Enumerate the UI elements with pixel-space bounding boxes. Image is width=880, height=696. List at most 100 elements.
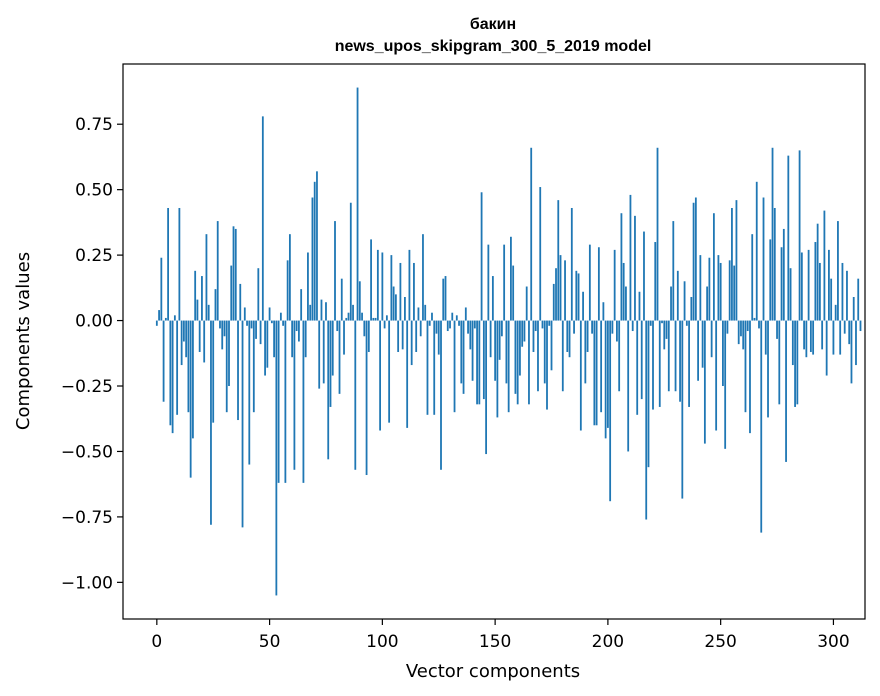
- bar-270: [764, 320, 767, 355]
- bar-152: [498, 320, 501, 360]
- bar-239: [694, 197, 697, 321]
- bar-25: [212, 320, 215, 423]
- bar-117: [419, 320, 422, 337]
- bar-294: [818, 262, 821, 321]
- bar-268: [760, 320, 763, 533]
- bar-190: [584, 320, 587, 384]
- bar-84: [345, 317, 348, 321]
- bar-209: [627, 320, 630, 452]
- bar-155: [505, 320, 508, 384]
- bar-169: [537, 320, 539, 392]
- bar-95: [370, 239, 372, 321]
- bar-233: [681, 320, 684, 499]
- bar-123: [433, 320, 436, 415]
- bar-38: [241, 320, 244, 528]
- bar-199: [604, 320, 607, 439]
- bar-172: [543, 320, 546, 384]
- bar-73: [320, 299, 323, 321]
- bar-260: [742, 320, 745, 350]
- bar-253: [726, 320, 729, 334]
- bar-122: [431, 312, 433, 321]
- x-axis-label: Vector components: [406, 661, 580, 682]
- bar-289: [807, 249, 810, 321]
- bar-240: [697, 320, 699, 381]
- bar-128: [444, 276, 447, 321]
- bar-141: [473, 320, 476, 329]
- bar-15: [189, 320, 192, 478]
- bar-12: [182, 320, 185, 342]
- bar-50: [268, 307, 271, 321]
- bar-232: [679, 320, 681, 402]
- bar-183: [568, 320, 571, 358]
- bar-181: [564, 260, 566, 321]
- y-tick-label: −1.00: [61, 573, 113, 593]
- y-tick-label: 0.00: [75, 312, 113, 332]
- bar-30: [223, 320, 226, 337]
- bar-11: [180, 320, 183, 366]
- bar-197: [600, 320, 603, 413]
- bar-103: [388, 320, 391, 423]
- bar-93: [365, 320, 368, 476]
- bar-78: [331, 320, 334, 376]
- bar-236: [688, 320, 690, 407]
- bar-178: [557, 200, 560, 321]
- bar-149: [491, 276, 494, 321]
- bar-215: [640, 320, 643, 400]
- bar-2: [160, 257, 163, 321]
- bar-136: [462, 320, 465, 394]
- bar-54: [277, 320, 280, 483]
- bar-245: [708, 257, 711, 321]
- bar-42: [250, 320, 253, 329]
- bar-140: [471, 320, 474, 381]
- bar-52: [273, 320, 275, 358]
- bar-227: [667, 320, 670, 392]
- bar-62: [295, 320, 298, 332]
- bar-261: [744, 320, 747, 413]
- bar-264: [751, 234, 754, 321]
- bar-258: [737, 320, 740, 345]
- bar-220: [652, 320, 654, 410]
- bar-267: [758, 320, 760, 329]
- bar-244: [706, 286, 709, 321]
- x-tick-label: 300: [817, 632, 849, 652]
- bar-74: [322, 320, 325, 384]
- bar-37: [239, 283, 242, 321]
- bar-104: [390, 255, 393, 321]
- bar-48: [264, 320, 266, 376]
- bar-185: [573, 320, 575, 334]
- bar-31: [225, 320, 228, 413]
- bar-114: [413, 262, 415, 321]
- bar-196: [597, 247, 600, 321]
- bar-82: [340, 278, 343, 321]
- bar-56: [282, 320, 285, 326]
- bar-0: [155, 320, 158, 326]
- bar-41: [248, 320, 251, 465]
- bar-32: [228, 320, 230, 387]
- bar-219: [649, 320, 652, 326]
- bar-137: [464, 307, 467, 321]
- x-tick-label: 150: [479, 632, 511, 652]
- bar-182: [566, 320, 569, 352]
- bar-254: [728, 260, 731, 321]
- bar-295: [821, 320, 824, 350]
- bar-302: [837, 221, 839, 321]
- bar-108: [399, 262, 402, 321]
- bar-130: [449, 320, 451, 329]
- bar-110: [404, 297, 406, 321]
- bar-1: [158, 310, 160, 321]
- bar-22: [205, 234, 208, 321]
- bar-118: [422, 234, 424, 321]
- bar-65: [302, 320, 305, 483]
- bar-224: [661, 320, 663, 324]
- bar-189: [582, 291, 584, 321]
- bar-276: [778, 320, 781, 405]
- bar-121: [428, 320, 431, 326]
- y-axis: −1.00 −0.75 −0.50 −0.25 0.00 0.25 0.50 0.75: [61, 115, 123, 593]
- bar-143: [478, 320, 481, 405]
- bar-80: [336, 320, 339, 332]
- bar-132: [453, 320, 456, 413]
- bar-231: [676, 270, 679, 321]
- bar-269: [762, 197, 765, 321]
- bar-69: [311, 197, 314, 321]
- bar-91: [361, 312, 363, 321]
